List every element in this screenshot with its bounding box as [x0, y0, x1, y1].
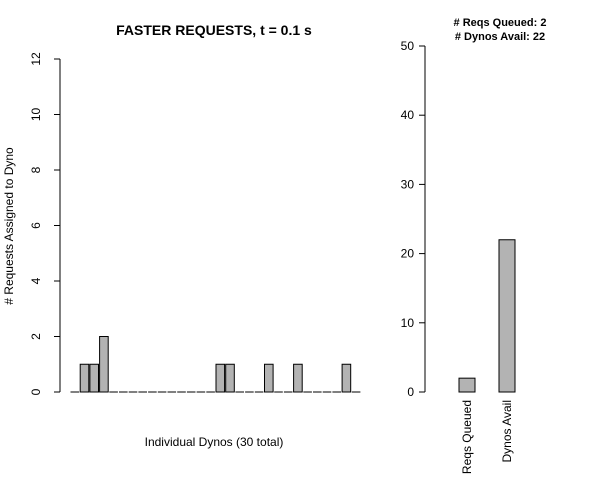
dyno-bar: [215, 363, 226, 393]
left-y-tick-label: 6: [29, 222, 43, 229]
left-y-tick-label: 12: [29, 52, 43, 66]
dyno-bar: [293, 363, 303, 393]
left-y-tick-label: 8: [29, 166, 43, 173]
right-chart-bars: [458, 239, 516, 393]
dyno-bar: [79, 363, 90, 393]
right-chart-x-labels: Reqs Queued Dynos Avail: [460, 400, 514, 474]
right-y-tick-label: 10: [401, 316, 415, 330]
right-y-tick-label: 40: [401, 108, 415, 122]
right-chart-avail-title: # Dynos Avail: 22: [455, 31, 545, 43]
summary-bar: [458, 377, 476, 393]
summary-bar: [498, 239, 516, 393]
right-chart-queued-title: # Reqs Queued: 2: [454, 17, 547, 29]
left-chart-y-ticks: 0 2 4 6 8 10 12: [29, 52, 60, 395]
left-chart: FASTER REQUESTS, t = 0.1 s Individual Dy…: [2, 22, 361, 449]
dyno-bar: [89, 363, 100, 393]
right-y-tick-label: 50: [401, 39, 415, 53]
left-chart-y-label: # Requests Assigned to Dyno: [2, 147, 16, 305]
dyno-bar: [225, 363, 235, 393]
right-x-tick-label: Reqs Queued: [460, 400, 474, 474]
left-chart-x-label: Individual Dynos (30 total): [145, 435, 284, 449]
right-chart-y-ticks: 0 10 20 30 40 50: [401, 39, 425, 399]
right-y-tick-label: 0: [407, 385, 414, 399]
dyno-bar: [264, 363, 274, 393]
right-chart: # Reqs Queued: 2 # Dynos Avail: 22 0 10 20…: [401, 17, 547, 474]
left-y-tick-label: 4: [29, 277, 43, 284]
left-y-tick-label: 2: [29, 333, 43, 340]
left-chart-bars: [70, 336, 361, 393]
dyno-bar: [341, 363, 352, 393]
left-y-tick-label: 0: [29, 388, 43, 395]
right-y-tick-label: 20: [401, 247, 415, 261]
left-chart-title: FASTER REQUESTS, t = 0.1 s: [116, 22, 312, 38]
right-y-tick-label: 30: [401, 177, 415, 191]
right-x-tick-label: Dynos Avail: [500, 400, 514, 462]
dyno-bar: [99, 336, 109, 393]
left-y-tick-label: 10: [29, 108, 43, 122]
